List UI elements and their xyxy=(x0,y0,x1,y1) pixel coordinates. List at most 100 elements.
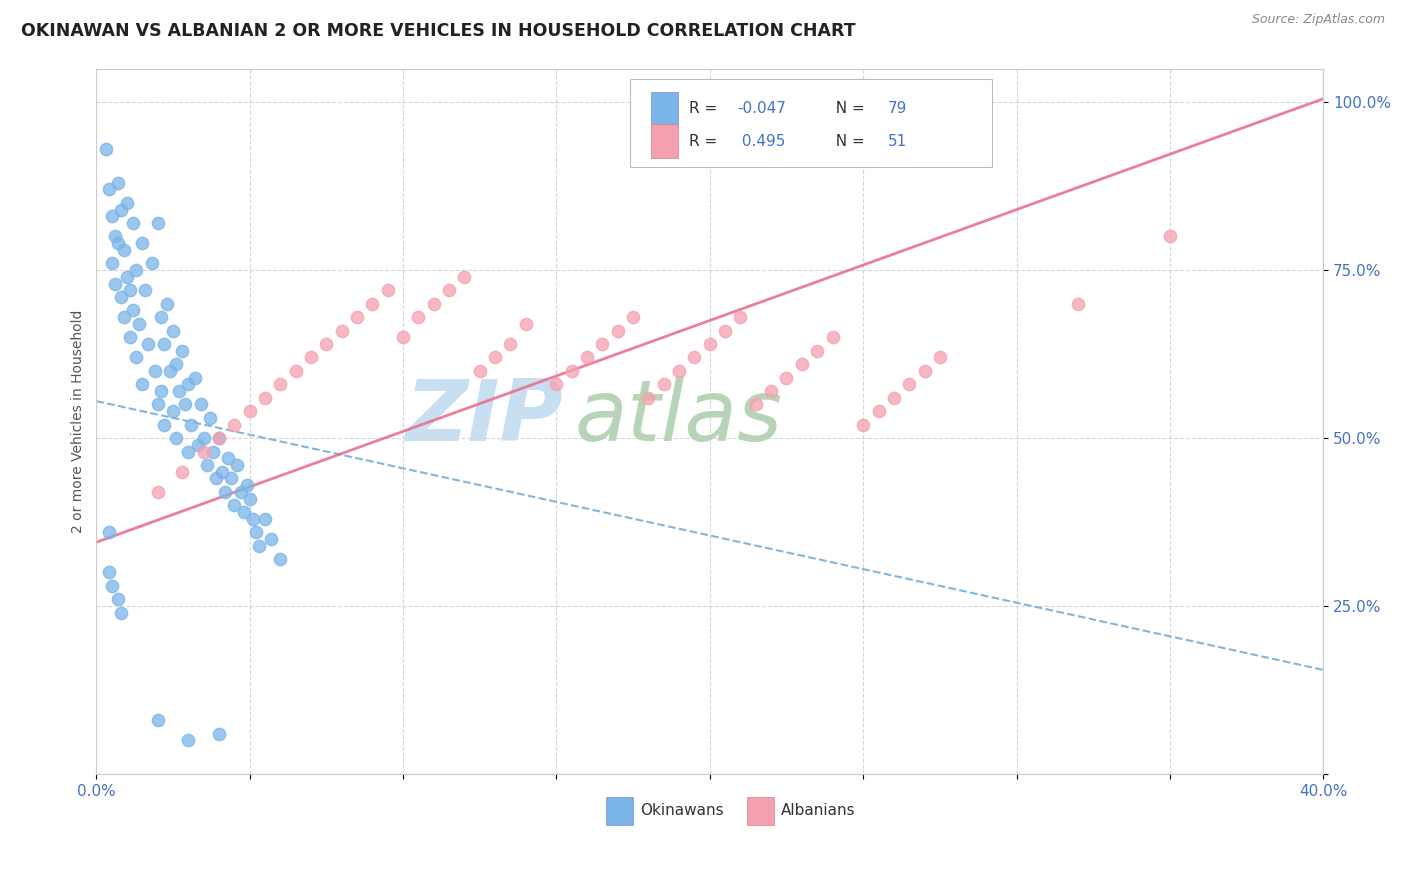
Point xyxy=(714,324,737,338)
Point xyxy=(245,525,267,540)
Point xyxy=(165,357,187,371)
Point xyxy=(699,337,721,351)
Point xyxy=(172,465,194,479)
Point xyxy=(408,310,430,325)
Point xyxy=(104,229,127,244)
Point xyxy=(97,525,120,540)
Point xyxy=(914,364,936,378)
Point xyxy=(195,458,218,472)
Point xyxy=(868,404,890,418)
Point xyxy=(100,256,122,270)
Point xyxy=(100,579,122,593)
Point xyxy=(146,216,169,230)
Point xyxy=(183,370,205,384)
Point xyxy=(330,324,353,338)
Point xyxy=(515,317,537,331)
Text: 79: 79 xyxy=(887,101,907,116)
Text: 0.495: 0.495 xyxy=(737,134,785,149)
Point xyxy=(668,364,690,378)
Point xyxy=(546,377,568,392)
Point xyxy=(149,310,172,325)
Point xyxy=(110,606,132,620)
Point xyxy=(125,351,148,365)
Point xyxy=(214,484,236,499)
FancyBboxPatch shape xyxy=(630,79,993,168)
Point xyxy=(683,351,706,365)
Point xyxy=(177,444,200,458)
Point xyxy=(226,458,249,472)
Point xyxy=(1067,296,1090,310)
Point xyxy=(224,417,246,432)
Point xyxy=(377,283,399,297)
Bar xyxy=(651,124,678,158)
Text: R =: R = xyxy=(689,101,723,116)
Point xyxy=(299,351,322,365)
Point xyxy=(112,243,135,257)
Point xyxy=(143,364,166,378)
Point xyxy=(104,277,127,291)
Point xyxy=(146,713,169,727)
Point xyxy=(208,727,231,741)
Point xyxy=(122,216,145,230)
Point xyxy=(621,310,644,325)
Point xyxy=(162,324,184,338)
Text: Source: ZipAtlas.com: Source: ZipAtlas.com xyxy=(1251,13,1385,27)
Point xyxy=(134,283,156,297)
Point xyxy=(120,330,142,344)
Point xyxy=(392,330,415,344)
Point xyxy=(110,290,132,304)
Point xyxy=(315,337,337,351)
Point xyxy=(165,431,187,445)
Point xyxy=(423,296,446,310)
Point xyxy=(120,283,142,297)
Point xyxy=(852,417,875,432)
Point xyxy=(242,512,264,526)
Point xyxy=(561,364,583,378)
Point xyxy=(346,310,368,325)
Point xyxy=(156,296,179,310)
Point xyxy=(821,330,844,344)
Point xyxy=(637,391,659,405)
Point xyxy=(652,377,675,392)
Point xyxy=(100,210,122,224)
Point xyxy=(97,182,120,196)
Point xyxy=(239,404,262,418)
Point xyxy=(260,532,283,546)
Text: -0.047: -0.047 xyxy=(737,101,786,116)
Point xyxy=(177,733,200,747)
Point xyxy=(198,411,221,425)
Point xyxy=(97,566,120,580)
Point xyxy=(153,337,176,351)
Point xyxy=(193,444,215,458)
Point xyxy=(187,438,209,452)
Point xyxy=(190,397,212,411)
Point xyxy=(208,431,231,445)
Text: 51: 51 xyxy=(887,134,907,149)
Text: R =: R = xyxy=(689,134,723,149)
Bar xyxy=(606,797,633,825)
Point xyxy=(141,256,163,270)
Point xyxy=(806,343,828,358)
Point xyxy=(883,391,905,405)
Point xyxy=(247,539,270,553)
Point xyxy=(180,417,202,432)
Point xyxy=(284,364,307,378)
Point xyxy=(131,236,153,251)
Point xyxy=(205,471,228,485)
Point xyxy=(730,310,752,325)
Point xyxy=(468,364,491,378)
Point xyxy=(153,417,176,432)
Text: Okinawans: Okinawans xyxy=(640,803,724,818)
Point xyxy=(499,337,522,351)
Point xyxy=(162,404,184,418)
Point xyxy=(437,283,460,297)
Point xyxy=(115,195,138,210)
Point xyxy=(759,384,782,398)
Text: atlas: atlas xyxy=(575,376,783,459)
Point xyxy=(235,478,257,492)
Point xyxy=(1159,229,1181,244)
Point xyxy=(115,269,138,284)
Text: OKINAWAN VS ALBANIAN 2 OR MORE VEHICLES IN HOUSEHOLD CORRELATION CHART: OKINAWAN VS ALBANIAN 2 OR MORE VEHICLES … xyxy=(21,22,856,40)
Point xyxy=(790,357,813,371)
Bar xyxy=(651,92,678,126)
